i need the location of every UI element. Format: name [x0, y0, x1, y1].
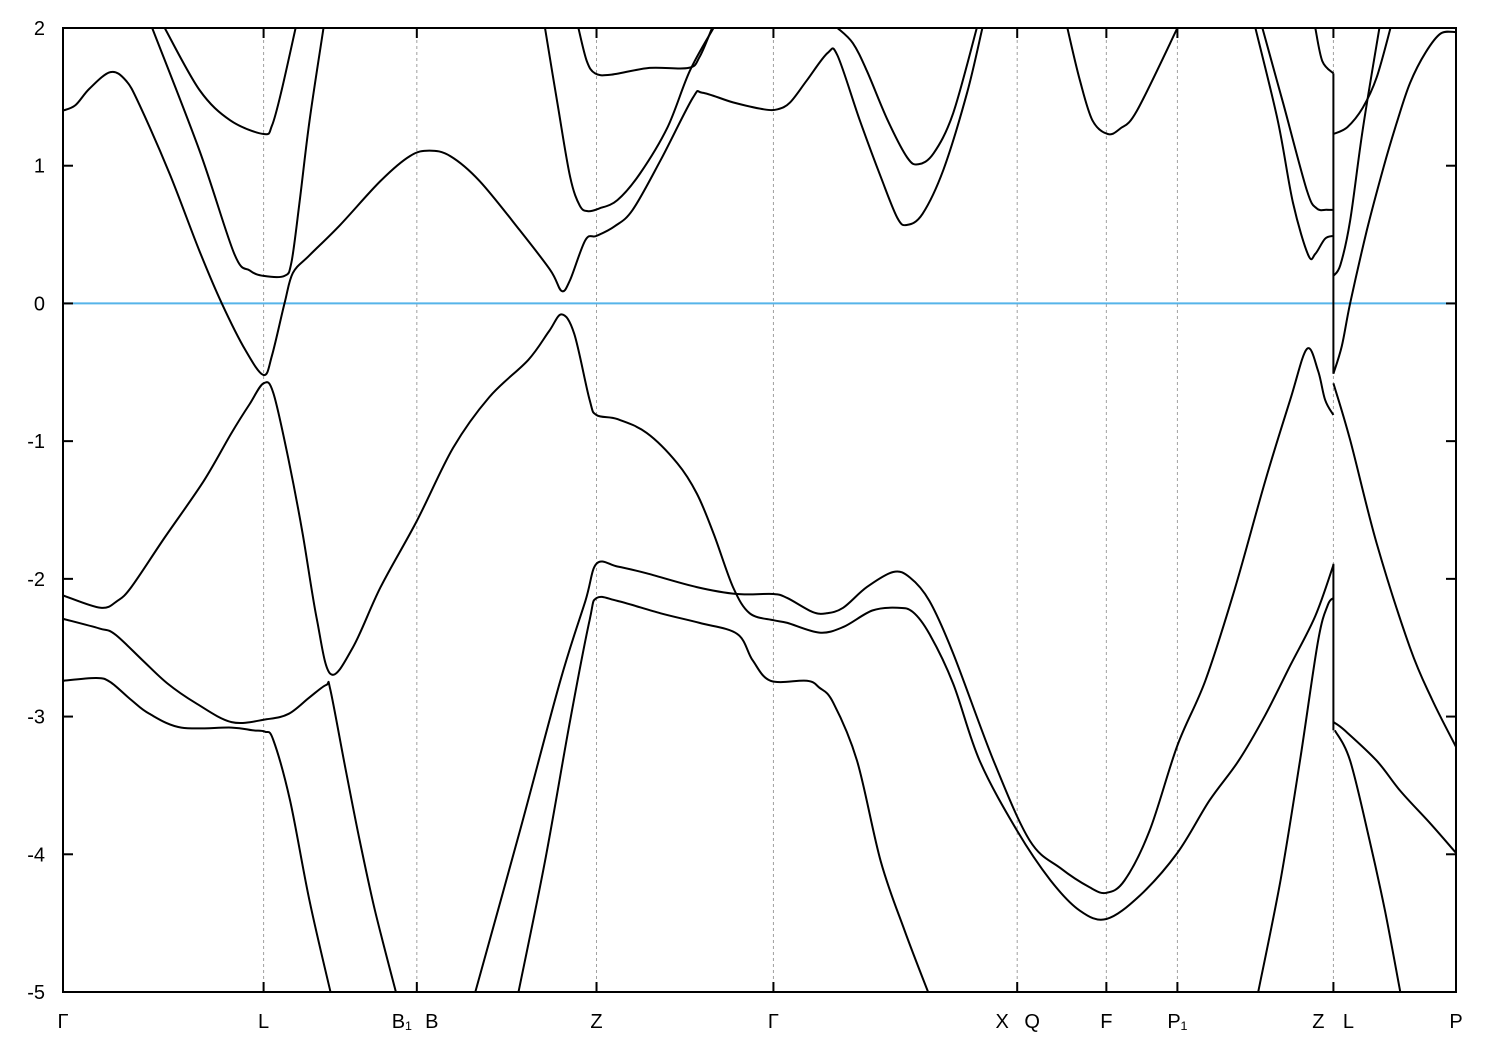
y-tick-label: 2	[34, 18, 45, 40]
band-line-3	[544, 28, 715, 213]
band-line-14	[1332, 30, 1456, 374]
band-line-9	[1314, 28, 1335, 75]
band-line-5	[836, 28, 978, 166]
band-line-0	[63, 28, 984, 377]
band-line-15	[63, 313, 1335, 921]
x-tick-label: B₁	[392, 1011, 412, 1033]
band-line-17	[63, 617, 397, 992]
x-tick-label: Γ	[57, 1011, 68, 1033]
x-tick-label: Q	[1024, 1011, 1040, 1033]
x-tick-label: B	[425, 1011, 438, 1033]
band-line-13	[1332, 28, 1381, 277]
band-line-7	[1254, 28, 1334, 261]
x-tick-label: F	[1100, 1011, 1112, 1033]
x-tick-label: X	[996, 1011, 1009, 1033]
band-line-16	[474, 347, 1335, 992]
x-tick-label: Z	[590, 1011, 602, 1033]
y-tick-label: 0	[34, 293, 45, 315]
y-tick-label: -4	[27, 844, 45, 866]
bands	[63, 28, 1456, 992]
y-tick-label: 1	[34, 156, 45, 178]
x-tick-labels: Γ L B₁ B Z Γ X Q F P₁ Z L P	[57, 1011, 1462, 1033]
band-line-6	[1066, 28, 1179, 136]
x-tick-label: Γ	[768, 1011, 779, 1033]
y-tick-label: -5	[27, 982, 45, 1004]
y-tick-label: -3	[27, 707, 45, 729]
x-tick-label: Z	[1312, 1011, 1324, 1033]
symmetry-gridlines	[263, 28, 1334, 992]
band-line-1	[151, 28, 325, 279]
x-tick-label: L	[258, 1011, 269, 1033]
band-line-12	[1332, 28, 1392, 135]
x-tick-label: P₁	[1167, 1011, 1187, 1033]
band-line-18	[63, 676, 332, 992]
axis-ticks	[62, 27, 1457, 993]
band-line-23	[1333, 729, 1402, 992]
y-tick-labels: 2 1 0 -1 -2 -3 -4 -5	[27, 18, 45, 1004]
band-line-19	[517, 595, 930, 992]
band-line-21	[1332, 383, 1456, 748]
band-line-8	[1261, 28, 1334, 212]
y-tick-label: -2	[27, 569, 45, 591]
y-tick-label: -1	[27, 431, 45, 453]
band-line-22	[1332, 721, 1456, 854]
band-line-20	[1257, 597, 1335, 992]
x-tick-label: L	[1343, 1011, 1354, 1033]
band-line-4	[577, 28, 714, 77]
band-line-2	[163, 28, 297, 136]
x-tick-label: P	[1449, 1011, 1462, 1033]
plot-frame	[62, 27, 1457, 993]
